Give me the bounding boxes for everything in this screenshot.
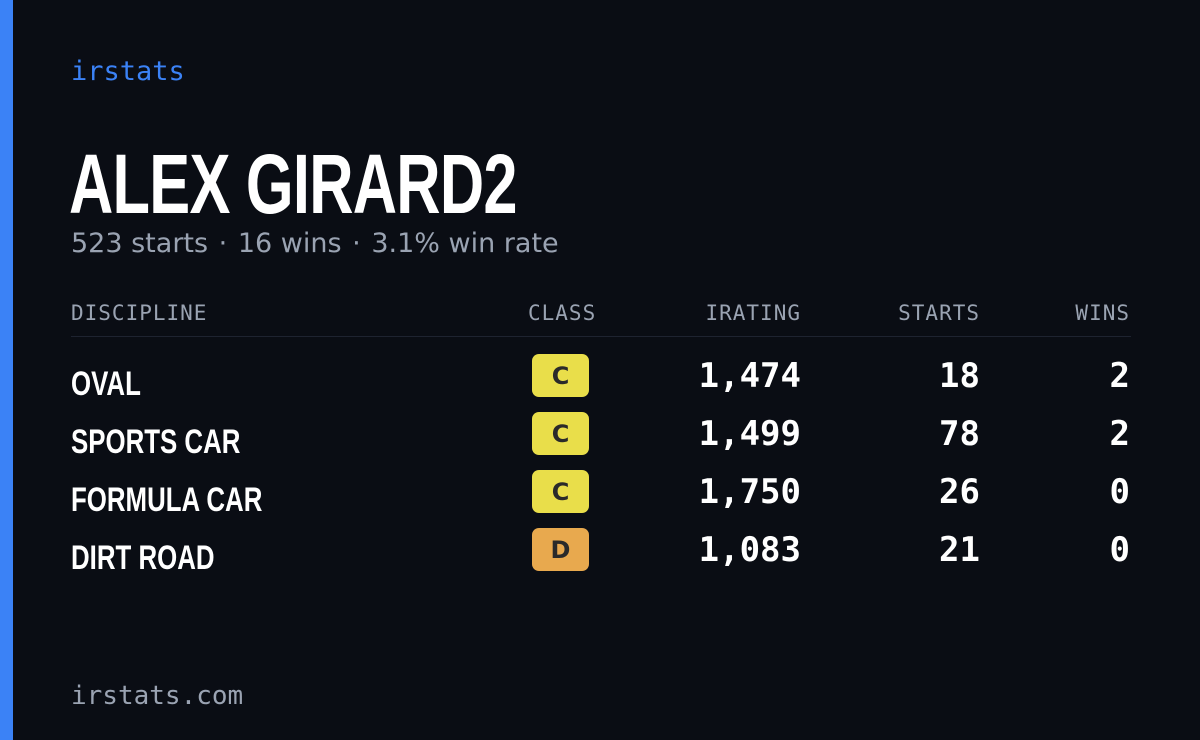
table-header: DISCIPLINE CLASS IRATING STARTS WINS <box>71 296 1131 337</box>
irating-value: 1,083 <box>698 530 801 570</box>
total-wins: 16 wins <box>237 228 342 259</box>
wins-value: 2 <box>1109 414 1130 454</box>
starts-value: 26 <box>939 472 980 512</box>
table-row: DIRT ROAD D 1,083 21 0 <box>71 526 1131 584</box>
table-row: OVAL C 1,474 18 2 <box>71 352 1131 410</box>
header-irating: IRATING <box>705 301 801 325</box>
starts-value: 78 <box>939 414 980 454</box>
discipline-name: OVAL <box>71 365 141 403</box>
driver-summary: 523 starts · 16 wins · 3.1% win rate <box>71 228 559 259</box>
starts-value: 21 <box>939 530 980 570</box>
header-wins: WINS <box>1075 301 1130 325</box>
wins-value: 0 <box>1109 530 1130 570</box>
win-rate: 3.1% win rate <box>371 228 559 259</box>
discipline-name: DIRT ROAD <box>71 539 215 577</box>
starts-value: 18 <box>939 356 980 396</box>
total-starts: 523 starts <box>71 228 209 259</box>
accent-bar <box>0 0 13 740</box>
discipline-name: FORMULA CAR <box>71 481 263 519</box>
summary-separator: · <box>352 228 361 259</box>
header-class: CLASS <box>528 301 597 325</box>
license-class-badge: C <box>532 470 589 513</box>
table-row: SPORTS CAR C 1,499 78 2 <box>71 410 1131 468</box>
header-discipline: DISCIPLINE <box>71 301 208 325</box>
summary-separator: · <box>218 228 228 259</box>
irating-value: 1,474 <box>698 356 801 396</box>
license-class-badge: C <box>532 412 589 455</box>
license-class-badge: D <box>532 528 589 571</box>
driver-name: ALEX GIRARD2 <box>69 137 518 231</box>
table-row: FORMULA CAR C 1,750 26 0 <box>71 468 1131 526</box>
brand-logo-text: irstats <box>71 56 185 87</box>
header-starts: STARTS <box>898 301 980 325</box>
discipline-name: SPORTS CAR <box>71 423 241 461</box>
table-body: OVAL C 1,474 18 2 SPORTS CAR C 1,499 78 … <box>71 352 1131 584</box>
license-class-badge: C <box>532 354 589 397</box>
irating-value: 1,750 <box>698 472 801 512</box>
irating-value: 1,499 <box>698 414 801 454</box>
footer-domain: irstats.com <box>71 681 244 711</box>
wins-value: 2 <box>1109 356 1130 396</box>
wins-value: 0 <box>1109 472 1130 512</box>
discipline-table: DISCIPLINE CLASS IRATING STARTS WINS OVA… <box>71 296 1131 577</box>
